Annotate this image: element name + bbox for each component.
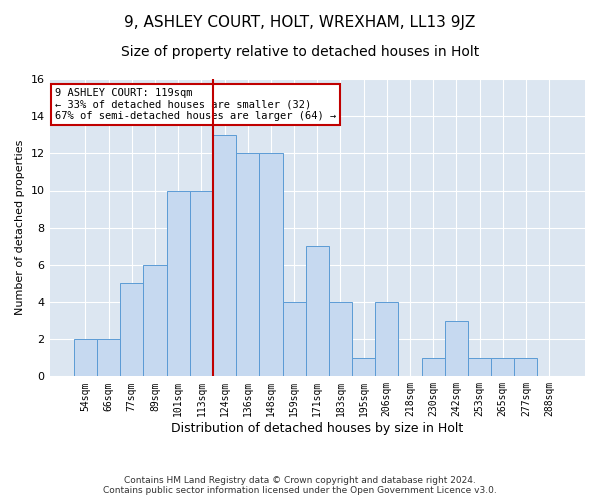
Bar — [74, 339, 97, 376]
Bar — [283, 302, 305, 376]
Bar — [468, 358, 491, 376]
Bar — [120, 284, 143, 376]
Text: 9, ASHLEY COURT, HOLT, WREXHAM, LL13 9JZ: 9, ASHLEY COURT, HOLT, WREXHAM, LL13 9JZ — [124, 15, 476, 30]
Bar — [259, 154, 283, 376]
Bar — [236, 154, 259, 376]
Text: Size of property relative to detached houses in Holt: Size of property relative to detached ho… — [121, 45, 479, 59]
Bar — [213, 134, 236, 376]
Bar — [190, 190, 213, 376]
Bar — [445, 320, 468, 376]
Bar — [305, 246, 329, 376]
Y-axis label: Number of detached properties: Number of detached properties — [15, 140, 25, 316]
Text: 9 ASHLEY COURT: 119sqm
← 33% of detached houses are smaller (32)
67% of semi-det: 9 ASHLEY COURT: 119sqm ← 33% of detached… — [55, 88, 336, 121]
Bar — [167, 190, 190, 376]
Bar — [491, 358, 514, 376]
X-axis label: Distribution of detached houses by size in Holt: Distribution of detached houses by size … — [171, 422, 463, 435]
Bar — [375, 302, 398, 376]
Bar — [352, 358, 375, 376]
Bar — [143, 265, 167, 376]
Text: Contains HM Land Registry data © Crown copyright and database right 2024.
Contai: Contains HM Land Registry data © Crown c… — [103, 476, 497, 495]
Bar — [97, 339, 120, 376]
Bar — [514, 358, 538, 376]
Bar — [422, 358, 445, 376]
Bar — [329, 302, 352, 376]
